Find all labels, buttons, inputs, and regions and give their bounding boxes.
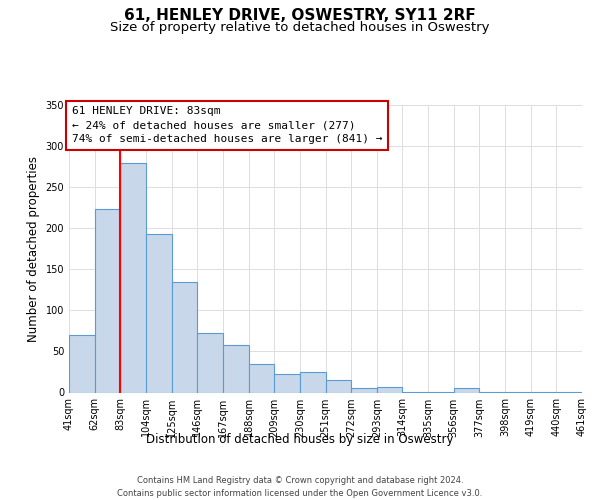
Bar: [95, 208, 120, 392]
Bar: [326, 380, 351, 392]
Bar: [274, 374, 300, 392]
Bar: [146, 234, 172, 392]
Bar: [300, 372, 325, 392]
Bar: [454, 388, 479, 392]
Bar: [377, 387, 403, 392]
Y-axis label: Number of detached properties: Number of detached properties: [27, 156, 40, 342]
Text: Contains public sector information licensed under the Open Government Licence v3: Contains public sector information licen…: [118, 489, 482, 498]
Bar: [69, 335, 95, 392]
Bar: [248, 364, 274, 392]
Text: 61, HENLEY DRIVE, OSWESTRY, SY11 2RF: 61, HENLEY DRIVE, OSWESTRY, SY11 2RF: [124, 8, 476, 22]
Bar: [223, 345, 248, 393]
Text: Size of property relative to detached houses in Oswestry: Size of property relative to detached ho…: [110, 21, 490, 34]
Text: Contains HM Land Registry data © Crown copyright and database right 2024.: Contains HM Land Registry data © Crown c…: [137, 476, 463, 485]
Bar: [172, 282, 197, 393]
Bar: [120, 162, 146, 392]
Bar: [197, 332, 223, 392]
Bar: [351, 388, 377, 392]
Text: 61 HENLEY DRIVE: 83sqm
← 24% of detached houses are smaller (277)
74% of semi-de: 61 HENLEY DRIVE: 83sqm ← 24% of detached…: [71, 106, 382, 144]
Text: Distribution of detached houses by size in Oswestry: Distribution of detached houses by size …: [146, 432, 454, 446]
